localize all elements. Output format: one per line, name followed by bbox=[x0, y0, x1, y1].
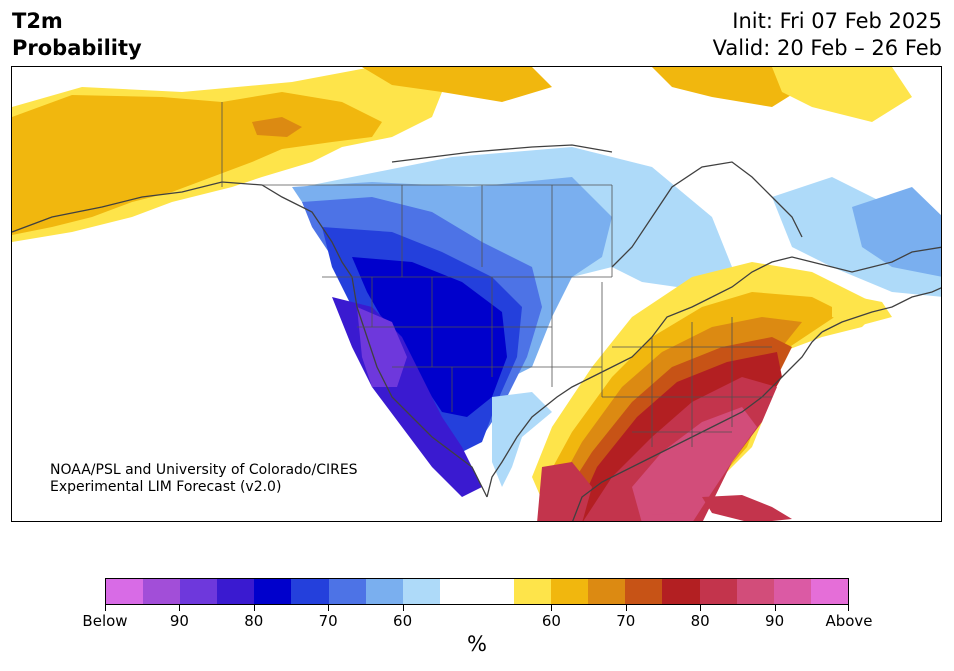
data-credit: NOAA/PSL and University of Colorado/CIRE… bbox=[50, 462, 358, 496]
alaska-above-spot bbox=[252, 117, 302, 137]
colorbar-tick-label: Below bbox=[82, 612, 128, 630]
colorbar-segment bbox=[551, 579, 589, 604]
colorbar-tick-label: Above bbox=[825, 612, 873, 630]
valid-range: Valid: 20 Feb – 26 Feb bbox=[712, 36, 942, 60]
colorbar-tick-label: 70 bbox=[318, 612, 338, 630]
colorbar-segment bbox=[625, 579, 663, 604]
colorbar-segment bbox=[291, 579, 329, 604]
colorbar-tick-label: 90 bbox=[169, 612, 189, 630]
colorbar-tick bbox=[774, 605, 776, 611]
colorbar-tick bbox=[625, 605, 627, 611]
caribbean-above bbox=[652, 513, 681, 521]
coastlines bbox=[12, 144, 941, 521]
probability-map: NOAA/PSL and University of Colorado/CIRE… bbox=[11, 66, 942, 522]
northeast-above-yellow bbox=[832, 292, 892, 325]
colorbar-segment bbox=[662, 579, 700, 604]
greenland-above bbox=[652, 67, 812, 107]
colorbar-tick-label: 90 bbox=[765, 612, 785, 630]
title-line-2: Probability bbox=[12, 36, 142, 60]
colorbar-segment bbox=[439, 579, 477, 604]
forecast-dates: Init: Fri 07 Feb 2025 Valid: 20 Feb – 26… bbox=[713, 8, 942, 62]
colorbar-tick bbox=[700, 605, 702, 611]
init-date: Init: Fri 07 Feb 2025 bbox=[732, 9, 942, 33]
colorbar-segment bbox=[365, 579, 403, 604]
colorbar-tick bbox=[179, 605, 181, 611]
colorbar-segment bbox=[106, 579, 144, 604]
colorbar-segment bbox=[217, 579, 255, 604]
colorbar-tick bbox=[848, 605, 849, 611]
colorbar-unit: % bbox=[467, 632, 487, 656]
colorbar-segment bbox=[699, 579, 737, 604]
credit-line-2: Experimental LIM Forecast (v2.0) bbox=[50, 479, 282, 495]
colorbar-segment bbox=[810, 579, 848, 604]
political-borders bbox=[221, 102, 772, 447]
colorbar-tick-label: 70 bbox=[616, 612, 636, 630]
arctic-above-mid bbox=[362, 67, 552, 102]
colorbar-tick bbox=[402, 605, 404, 611]
colorbar bbox=[105, 578, 849, 605]
colorbar-segment bbox=[402, 579, 440, 604]
colorbar-tick-label: 60 bbox=[393, 612, 413, 630]
southeast-above-pink bbox=[632, 407, 757, 521]
colorbar-segment bbox=[514, 579, 552, 604]
colorbar-tick-label: 60 bbox=[541, 612, 561, 630]
plot-title: T2m Probability bbox=[12, 8, 142, 62]
title-line-1: T2m bbox=[12, 9, 63, 33]
colorbar-tick bbox=[253, 605, 255, 611]
greenland-above-light bbox=[772, 67, 912, 122]
cuba-above bbox=[702, 495, 792, 521]
colorbar-segment bbox=[180, 579, 218, 604]
colorbar-segment bbox=[588, 579, 626, 604]
labrador-below-mid bbox=[852, 187, 941, 277]
colorbar-tick-label: 80 bbox=[244, 612, 264, 630]
texas-below-light bbox=[492, 392, 552, 487]
west-below-core bbox=[352, 257, 507, 417]
colorbar-segment bbox=[476, 579, 515, 604]
map-canvas bbox=[12, 67, 941, 521]
colorbar-segment bbox=[773, 579, 811, 604]
colorbar-segment bbox=[328, 579, 366, 604]
colorbar-tick bbox=[105, 605, 106, 611]
colorbar-segment bbox=[736, 579, 774, 604]
credit-line-1: NOAA/PSL and University of Colorado/CIRE… bbox=[50, 462, 358, 478]
colorbar-tick-label: 80 bbox=[690, 612, 710, 630]
colorbar-ticks bbox=[105, 605, 849, 613]
colorbar-tick bbox=[328, 605, 330, 611]
colorbar-segment bbox=[254, 579, 292, 604]
colorbar-segment bbox=[143, 579, 181, 604]
colorbar-tick bbox=[551, 605, 553, 611]
